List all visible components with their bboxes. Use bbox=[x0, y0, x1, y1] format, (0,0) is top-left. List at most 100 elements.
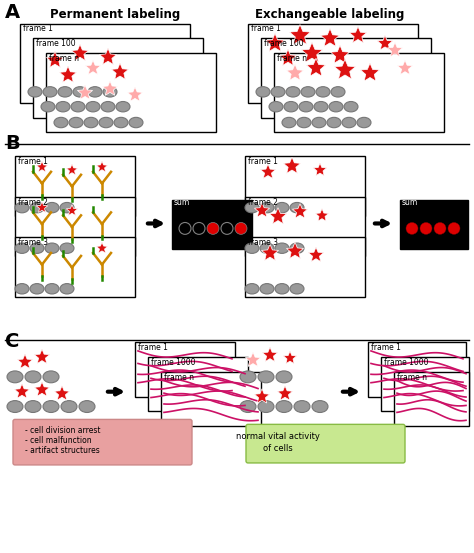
Ellipse shape bbox=[290, 243, 304, 253]
PathPatch shape bbox=[260, 164, 275, 179]
Ellipse shape bbox=[245, 284, 259, 294]
PathPatch shape bbox=[277, 386, 292, 400]
Ellipse shape bbox=[294, 400, 310, 413]
Bar bbox=[381, 357, 469, 411]
Ellipse shape bbox=[69, 117, 83, 128]
Bar bbox=[135, 342, 235, 397]
Text: sum: sum bbox=[402, 197, 418, 207]
PathPatch shape bbox=[377, 35, 392, 50]
PathPatch shape bbox=[269, 207, 287, 224]
Text: Exchangeable labeling: Exchangeable labeling bbox=[255, 8, 404, 20]
Ellipse shape bbox=[245, 243, 259, 253]
Bar bbox=[172, 200, 252, 249]
Text: frame 1: frame 1 bbox=[18, 157, 48, 166]
Bar bbox=[245, 237, 365, 297]
Ellipse shape bbox=[43, 371, 59, 383]
Text: C: C bbox=[5, 332, 19, 351]
Ellipse shape bbox=[25, 400, 41, 413]
Text: frame 1: frame 1 bbox=[371, 343, 401, 352]
Ellipse shape bbox=[207, 222, 219, 234]
PathPatch shape bbox=[111, 63, 128, 79]
Text: frame 3: frame 3 bbox=[18, 238, 48, 247]
PathPatch shape bbox=[301, 43, 322, 62]
Text: frame 1000: frame 1000 bbox=[384, 358, 428, 367]
Ellipse shape bbox=[275, 243, 289, 253]
Ellipse shape bbox=[88, 87, 102, 97]
Ellipse shape bbox=[256, 87, 270, 97]
Ellipse shape bbox=[331, 87, 345, 97]
Text: sum: sum bbox=[174, 197, 190, 207]
Ellipse shape bbox=[286, 87, 300, 97]
PathPatch shape bbox=[290, 24, 310, 44]
Ellipse shape bbox=[54, 117, 68, 128]
Ellipse shape bbox=[342, 117, 356, 128]
Text: Permanent labeling: Permanent labeling bbox=[50, 8, 180, 20]
Ellipse shape bbox=[71, 102, 85, 112]
Ellipse shape bbox=[297, 117, 311, 128]
Bar bbox=[15, 156, 135, 216]
PathPatch shape bbox=[35, 349, 50, 363]
PathPatch shape bbox=[361, 63, 380, 81]
PathPatch shape bbox=[36, 161, 48, 172]
Ellipse shape bbox=[240, 400, 256, 413]
Ellipse shape bbox=[103, 87, 117, 97]
Text: frame 100: frame 100 bbox=[264, 39, 304, 48]
Ellipse shape bbox=[269, 102, 283, 112]
Ellipse shape bbox=[240, 371, 256, 383]
Ellipse shape bbox=[30, 284, 44, 294]
Bar bbox=[33, 38, 203, 118]
Ellipse shape bbox=[260, 202, 274, 213]
Ellipse shape bbox=[60, 202, 74, 213]
Ellipse shape bbox=[258, 400, 274, 413]
Bar bbox=[15, 237, 135, 297]
Text: frame 1: frame 1 bbox=[23, 24, 53, 34]
Text: frame 1: frame 1 bbox=[138, 343, 168, 352]
Ellipse shape bbox=[15, 202, 29, 213]
PathPatch shape bbox=[286, 64, 303, 80]
Ellipse shape bbox=[7, 371, 23, 383]
Ellipse shape bbox=[73, 87, 87, 97]
PathPatch shape bbox=[349, 27, 366, 43]
Ellipse shape bbox=[258, 371, 274, 383]
Ellipse shape bbox=[60, 284, 74, 294]
Ellipse shape bbox=[43, 87, 57, 97]
PathPatch shape bbox=[102, 81, 118, 95]
Text: A: A bbox=[5, 3, 20, 22]
Bar bbox=[248, 24, 418, 103]
PathPatch shape bbox=[335, 59, 356, 79]
PathPatch shape bbox=[255, 389, 270, 403]
Bar bbox=[148, 357, 248, 411]
Ellipse shape bbox=[284, 102, 298, 112]
Ellipse shape bbox=[101, 102, 115, 112]
Text: normal vital activity: normal vital activity bbox=[236, 432, 320, 441]
PathPatch shape bbox=[96, 242, 108, 253]
Ellipse shape bbox=[275, 284, 289, 294]
Ellipse shape bbox=[327, 117, 341, 128]
Ellipse shape bbox=[129, 117, 143, 128]
Bar bbox=[245, 197, 365, 256]
PathPatch shape bbox=[59, 66, 77, 82]
Bar bbox=[15, 197, 135, 256]
Ellipse shape bbox=[276, 371, 292, 383]
Ellipse shape bbox=[357, 117, 371, 128]
PathPatch shape bbox=[255, 203, 270, 217]
Bar bbox=[46, 53, 216, 132]
PathPatch shape bbox=[14, 384, 29, 398]
Ellipse shape bbox=[312, 400, 328, 413]
Ellipse shape bbox=[25, 371, 41, 383]
Bar bbox=[161, 372, 261, 426]
PathPatch shape bbox=[55, 386, 70, 400]
PathPatch shape bbox=[397, 60, 412, 75]
PathPatch shape bbox=[286, 242, 303, 258]
PathPatch shape bbox=[72, 44, 89, 60]
PathPatch shape bbox=[77, 85, 92, 99]
Ellipse shape bbox=[30, 243, 44, 253]
Bar bbox=[245, 156, 365, 216]
Text: of cells: of cells bbox=[263, 444, 293, 453]
PathPatch shape bbox=[265, 34, 284, 51]
PathPatch shape bbox=[280, 49, 297, 65]
Ellipse shape bbox=[420, 222, 432, 234]
Ellipse shape bbox=[28, 87, 42, 97]
PathPatch shape bbox=[283, 351, 297, 364]
Bar bbox=[368, 342, 466, 397]
